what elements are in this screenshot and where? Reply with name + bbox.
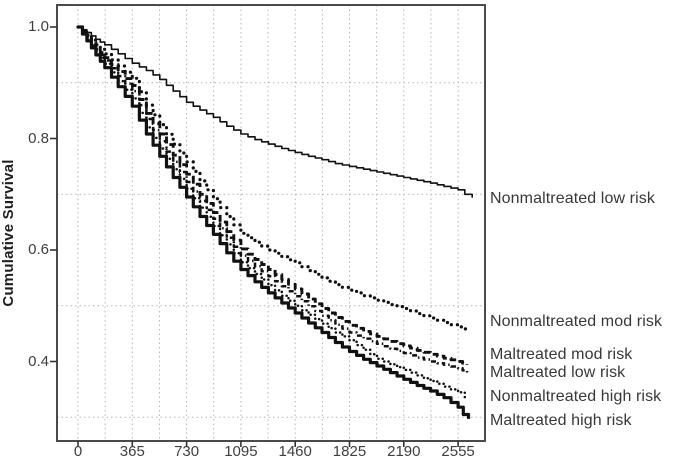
x-tick-label: 0	[73, 443, 83, 460]
curve-maltreated-high-risk	[78, 25, 471, 419]
x-tick-label: 1825	[332, 443, 367, 460]
curve-nonmaltreated-mod-risk	[76, 25, 469, 333]
curve-label-maltreated-high-risk: Maltreated high risk	[490, 411, 632, 429]
y-tick-label: 0.8	[28, 129, 49, 147]
y-axis-title: Cumulative Survival	[0, 159, 17, 307]
x-tick-label: 2555	[441, 443, 475, 460]
y-tick-label: 0.4	[28, 352, 49, 370]
curve-nonmaltreated-high-risk	[76, 25, 467, 399]
curve-label-nonmaltreated-low-risk: Nonmaltreated low risk	[490, 189, 655, 207]
x-tick-label: 1095	[224, 443, 258, 460]
y-tick-label: 1.0	[28, 18, 49, 35]
curve-label-nonmaltreated-mod-risk: Nonmaltreated mod risk	[490, 313, 663, 331]
x-tick-label: 2190	[387, 443, 421, 460]
curve-maltreated-low-risk	[78, 25, 469, 373]
curve-label-nonmaltreated-high-risk: Nonmaltreated high risk	[490, 388, 662, 406]
y-tick-label: 0.6	[28, 241, 49, 258]
x-tick-label: 1460	[278, 443, 312, 460]
x-tick-label: 730	[174, 443, 200, 460]
curve-label-maltreated-mod-risk: Maltreated mod risk	[490, 345, 633, 363]
curve-label-maltreated-low-risk: Maltreated low risk	[490, 363, 626, 381]
x-tick-label: 365	[119, 443, 145, 460]
curve-nonmaltreated-low-risk	[78, 26, 473, 198]
